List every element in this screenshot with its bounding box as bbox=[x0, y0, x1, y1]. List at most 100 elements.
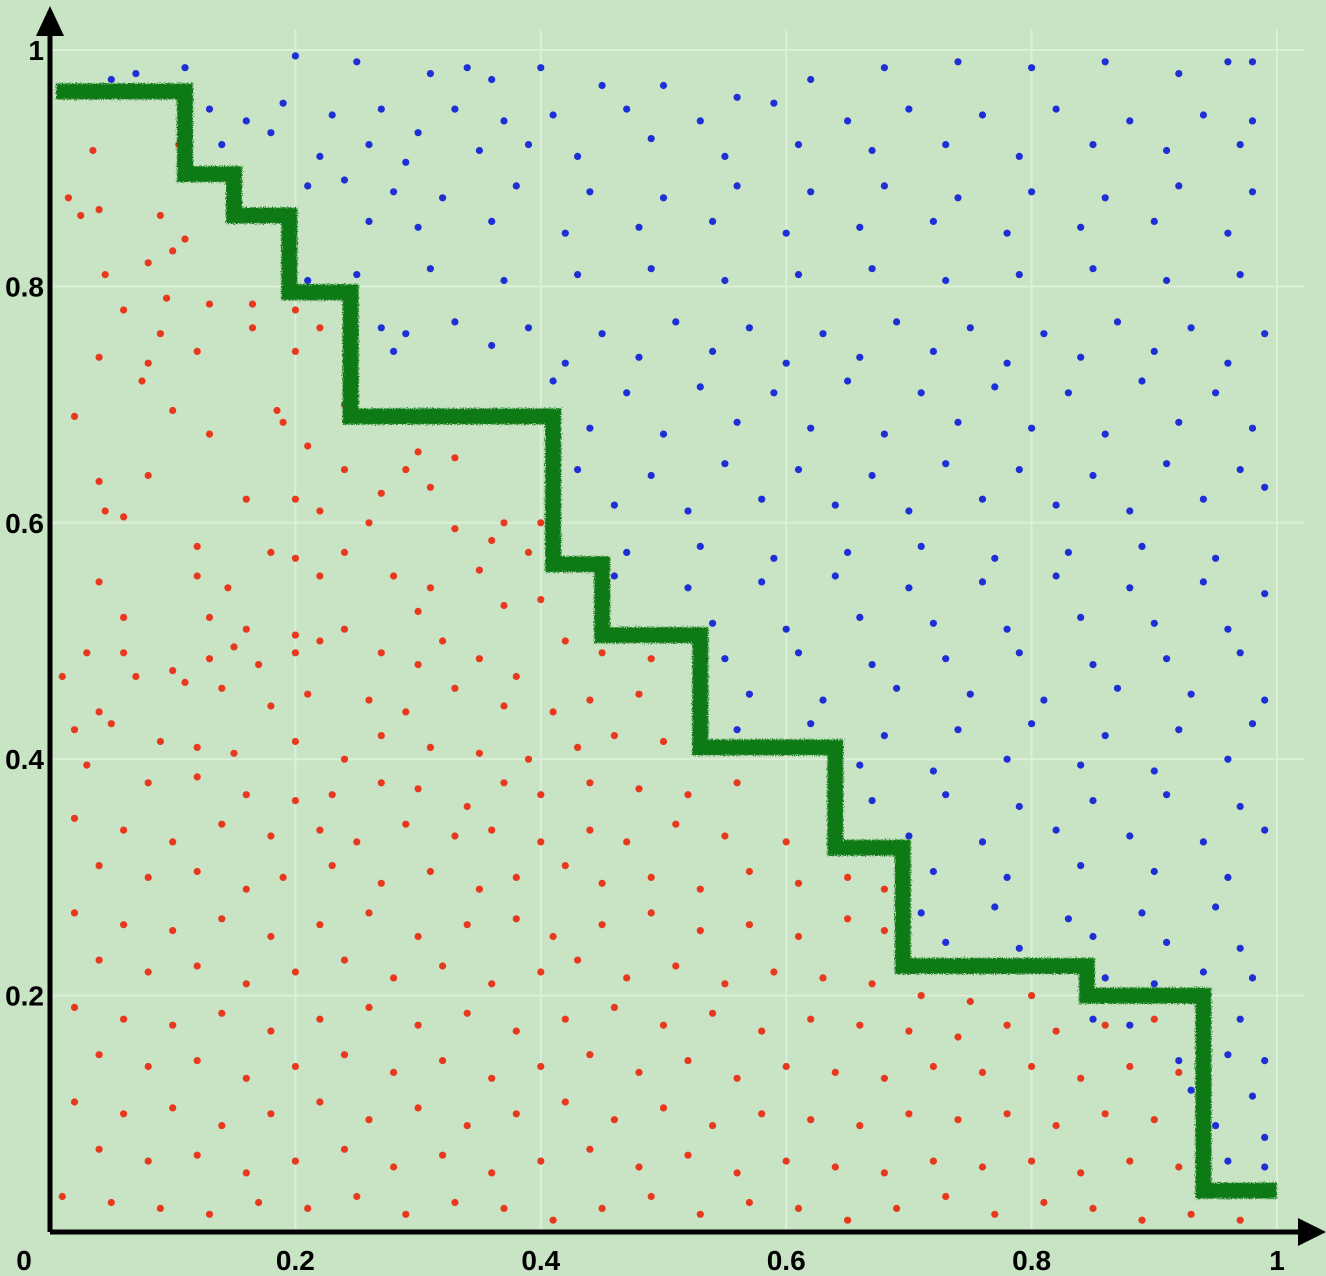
above-point-212 bbox=[1101, 732, 1109, 740]
below-point-17 bbox=[248, 324, 257, 332]
below-point-151 bbox=[475, 885, 483, 893]
above-point-221 bbox=[868, 797, 876, 805]
below-point-133 bbox=[353, 838, 361, 846]
below-point-234 bbox=[684, 1057, 692, 1065]
y-tick-label-3: 0.8 bbox=[5, 271, 44, 302]
below-point-16 bbox=[156, 330, 164, 338]
above-point-244 bbox=[1015, 944, 1023, 952]
above-point-157 bbox=[831, 501, 839, 509]
below-point-140 bbox=[672, 820, 680, 828]
above-point-56 bbox=[304, 182, 312, 190]
above-point-0 bbox=[107, 75, 115, 84]
above-point-163 bbox=[1261, 483, 1269, 491]
above-point-88 bbox=[574, 271, 582, 279]
above-point-147 bbox=[794, 466, 803, 474]
below-point-60 bbox=[120, 613, 128, 622]
below-point-167 bbox=[365, 909, 373, 917]
below-point-102 bbox=[230, 749, 238, 757]
below-point-204 bbox=[316, 1015, 324, 1023]
below-point-283 bbox=[831, 1163, 839, 1171]
below-point-66 bbox=[500, 601, 508, 610]
below-point-172 bbox=[598, 921, 606, 929]
below-point-77 bbox=[414, 661, 422, 669]
below-point-199 bbox=[70, 1003, 79, 1012]
above-point-63 bbox=[733, 182, 741, 190]
below-point-202 bbox=[218, 1009, 226, 1017]
below-point-240 bbox=[978, 1068, 987, 1076]
above-point-8 bbox=[537, 64, 545, 72]
below-point-73 bbox=[255, 661, 263, 669]
below-point-271 bbox=[242, 1169, 250, 1177]
below-point-69 bbox=[120, 649, 128, 657]
below-point-10 bbox=[120, 306, 128, 314]
above-point-2 bbox=[181, 64, 189, 72]
above-point-138 bbox=[880, 430, 889, 438]
above-point-100 bbox=[451, 318, 459, 326]
above-point-202 bbox=[966, 690, 974, 698]
above-point-179 bbox=[1052, 572, 1060, 580]
above-point-216 bbox=[929, 767, 938, 775]
above-point-104 bbox=[745, 324, 754, 332]
below-point-250 bbox=[316, 1098, 324, 1106]
below-point-95 bbox=[549, 708, 557, 716]
below-point-25 bbox=[169, 406, 177, 415]
below-point-212 bbox=[709, 1009, 717, 1017]
below-point-3 bbox=[77, 211, 85, 220]
above-point-159 bbox=[978, 495, 987, 503]
above-point-260 bbox=[1212, 1122, 1220, 1130]
above-point-231 bbox=[1199, 838, 1207, 846]
below-point-195 bbox=[868, 980, 876, 988]
below-point-76 bbox=[377, 649, 385, 657]
above-point-214 bbox=[1248, 720, 1257, 728]
below-point-205 bbox=[365, 1003, 373, 1012]
above-point-180 bbox=[1126, 584, 1134, 592]
above-point-243 bbox=[942, 938, 950, 947]
above-boundary-points bbox=[107, 52, 1269, 1171]
below-point-266 bbox=[1101, 1110, 1109, 1118]
below-point-268 bbox=[95, 1145, 103, 1153]
below-point-223 bbox=[144, 1062, 152, 1071]
below-point-80 bbox=[512, 672, 520, 681]
below-point-259 bbox=[758, 1110, 766, 1118]
below-point-165 bbox=[267, 932, 275, 941]
below-point-53 bbox=[95, 578, 103, 586]
below-point-216 bbox=[905, 1027, 913, 1035]
y-tick-label-2: 0.6 bbox=[5, 508, 44, 539]
above-point-135 bbox=[659, 430, 668, 438]
below-point-94 bbox=[500, 702, 508, 710]
above-point-249 bbox=[1150, 980, 1158, 988]
below-point-127 bbox=[70, 814, 79, 822]
above-point-188 bbox=[1077, 613, 1085, 622]
below-point-218 bbox=[1003, 1021, 1011, 1029]
above-point-187 bbox=[1003, 625, 1011, 633]
above-point-253 bbox=[1126, 1021, 1134, 1029]
below-point-272 bbox=[291, 1157, 299, 1165]
above-point-120 bbox=[1003, 359, 1011, 367]
below-point-146 bbox=[242, 885, 250, 893]
below-point-6 bbox=[181, 235, 189, 243]
below-point-187 bbox=[488, 980, 496, 988]
below-point-113 bbox=[144, 779, 152, 787]
below-point-257 bbox=[659, 1104, 668, 1112]
above-point-65 bbox=[880, 182, 889, 190]
below-point-67 bbox=[537, 596, 545, 604]
below-point-41 bbox=[120, 513, 128, 521]
below-point-54 bbox=[193, 572, 201, 580]
below-point-197 bbox=[966, 997, 974, 1006]
below-point-147 bbox=[279, 873, 287, 882]
below-point-136 bbox=[488, 826, 496, 834]
above-point-35 bbox=[1052, 105, 1060, 113]
below-point-153 bbox=[561, 862, 569, 870]
below-point-129 bbox=[169, 838, 177, 846]
above-point-209 bbox=[880, 732, 889, 740]
above-point-90 bbox=[721, 276, 729, 285]
below-point-308 bbox=[893, 1204, 901, 1212]
below-point-177 bbox=[844, 915, 852, 923]
below-point-34 bbox=[95, 477, 103, 485]
below-point-265 bbox=[1052, 1122, 1060, 1130]
above-point-143 bbox=[1248, 424, 1257, 432]
below-point-279 bbox=[635, 1163, 643, 1171]
below-point-260 bbox=[807, 1116, 815, 1124]
above-point-240 bbox=[1064, 915, 1072, 923]
below-point-286 bbox=[978, 1163, 987, 1171]
